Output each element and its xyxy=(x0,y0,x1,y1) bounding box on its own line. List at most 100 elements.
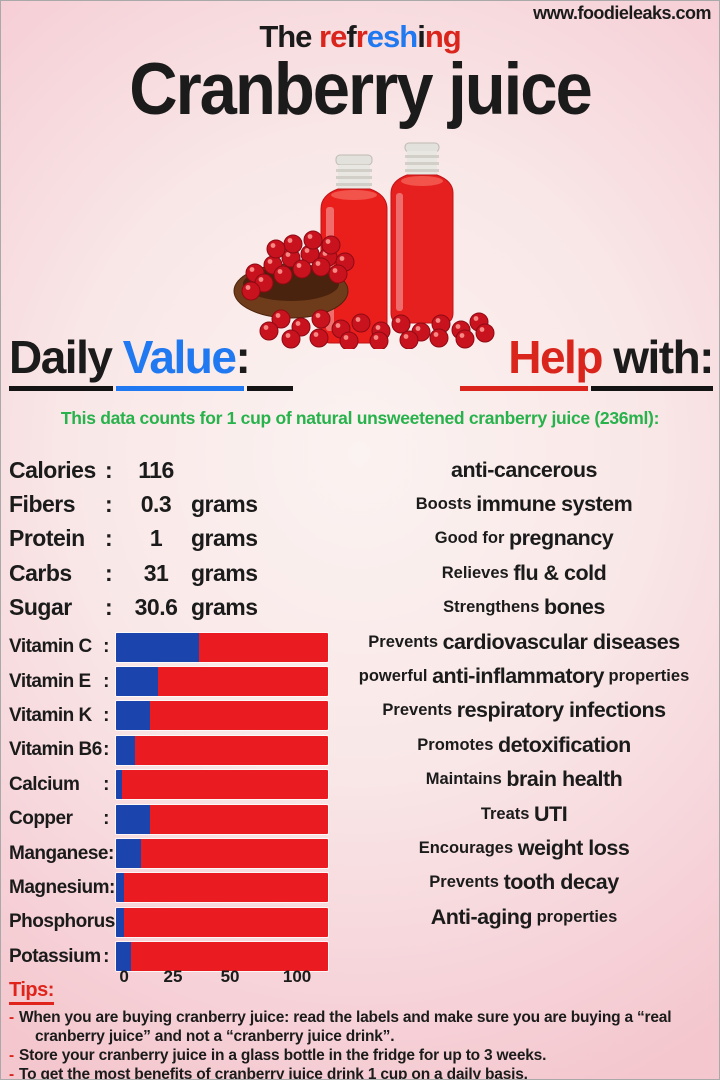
bar-track xyxy=(116,942,328,972)
subtitle-segment: r xyxy=(355,19,368,54)
nutrition-row: Calories:116 xyxy=(9,453,331,487)
tips-title: Tips: xyxy=(9,980,54,1005)
subtitle-segment: ng xyxy=(424,19,462,54)
bar-fill xyxy=(116,735,136,765)
chart-category-name: Magnesium xyxy=(9,876,110,898)
chart-row-label: Manganese: xyxy=(9,843,116,865)
daily-value-colon: : xyxy=(235,331,250,383)
nutrition-row: Fibers:0.3 grams xyxy=(9,487,331,521)
benefit-text: Relieves xyxy=(441,563,514,582)
chart-category-colon: : xyxy=(103,808,109,830)
benefit-text: Prevents xyxy=(429,873,504,892)
benefit-text: Treats xyxy=(480,804,535,823)
help-with-underline xyxy=(460,385,713,391)
chart-row-label: Phosphorus: xyxy=(9,911,121,933)
chart-x-axis: 0 25 50 100 xyxy=(116,967,328,989)
page-title: Cranberry juice xyxy=(129,48,593,131)
tips-items: - When you are buying cranberry juice: re… xyxy=(9,1008,715,1079)
chart-category-name: Manganese xyxy=(9,842,108,864)
axis-tick-label: 50 xyxy=(220,967,240,986)
benefit-item: Encourages weight loss xyxy=(331,831,717,865)
chart-category-name: Copper xyxy=(9,808,73,830)
benefit-text: brain health xyxy=(506,767,623,792)
benefits-list: anti-cancerous Boosts immune system Good f… xyxy=(331,453,717,934)
bar-track xyxy=(116,839,328,869)
nutrition-row: Sugar:30.6 grams xyxy=(9,591,331,625)
benefit-item: Prevents cardiovascular diseases xyxy=(331,625,717,659)
benefit-text: detoxification xyxy=(497,732,631,757)
benefit-text: UTI xyxy=(534,801,568,826)
subtitle-segment: f xyxy=(346,19,356,54)
nutrient-colon: : xyxy=(105,559,113,586)
benefit-text: tooth decay xyxy=(503,870,620,895)
benefit-text: powerful xyxy=(358,667,433,686)
daily-value-underline xyxy=(9,385,293,391)
nutrient-value: 1 xyxy=(149,525,163,552)
tips-section: Tips: - When you are buying cranberry jui… xyxy=(9,980,715,1079)
bar-track xyxy=(116,770,328,800)
benefit-text: Good for xyxy=(434,529,509,548)
bar-fill xyxy=(116,873,125,903)
benefit-item: Promotes detoxification xyxy=(331,728,717,762)
bar-track xyxy=(116,701,328,731)
nutrient-colon: : xyxy=(105,594,113,621)
benefit-text: flu & cold xyxy=(513,560,607,585)
nutrient-value: 0.3 xyxy=(140,491,172,518)
chart-category-name: Vitamin K xyxy=(9,704,92,726)
chart-row-label: Vitamin E: xyxy=(9,671,116,693)
nutrient-value: 30.6 xyxy=(134,594,178,621)
benefit-text: Anti-aging xyxy=(430,904,533,929)
chart-category-colon: : xyxy=(103,773,109,795)
nutrient-label: Carbs xyxy=(9,559,72,586)
chart-row: Vitamin K: xyxy=(9,699,328,733)
benefit-item: Good for pregnancy xyxy=(331,522,717,556)
with-word: with: xyxy=(613,331,714,383)
nutrient-label: Protein xyxy=(9,525,85,552)
benefit-text: anti-inflammatory xyxy=(432,664,604,689)
chart-row-label: Calcium: xyxy=(9,774,116,796)
benefit-text: properties xyxy=(532,907,618,926)
bar-track xyxy=(116,907,328,937)
bar-fill xyxy=(116,701,150,731)
nutrient-colon: : xyxy=(105,491,113,518)
nutrient-unit: grams xyxy=(191,594,258,621)
benefit-text: Prevents xyxy=(368,632,443,651)
benefit-item: Treats UTI xyxy=(331,797,717,831)
chart-row-label: Vitamin C: xyxy=(9,636,116,658)
benefit-item: anti-cancerous xyxy=(331,453,717,487)
chart-category-name: Phosphorus xyxy=(9,911,115,933)
axis-tick-label: 25 xyxy=(163,967,183,986)
benefit-text: Maintains xyxy=(425,770,507,789)
bar-track xyxy=(116,804,328,834)
chart-category-name: Vitamin E xyxy=(9,670,91,692)
nutrient-colon: : xyxy=(105,456,113,483)
benefit-text: immune system xyxy=(476,492,633,517)
nutrient-label: Sugar xyxy=(9,594,72,621)
benefit-text: properties xyxy=(603,667,690,686)
nutrient-label: Calories xyxy=(9,456,96,483)
nutrient-value: 116 xyxy=(138,456,174,483)
chart-row-label: Vitamin B6: xyxy=(9,739,116,761)
axis-tick-label: 0 xyxy=(119,967,129,986)
daily-value-heading: Daily Value: xyxy=(9,331,293,391)
chart-row: Calcium: xyxy=(9,768,328,802)
chart-category-colon: : xyxy=(103,636,109,658)
chart-category-colon: : xyxy=(103,739,109,761)
tip-item: - Store your cranberry juice in a glass b… xyxy=(9,1046,715,1065)
cranberry-juice-photo xyxy=(233,142,495,349)
benefit-item: Prevents tooth decay xyxy=(331,866,717,900)
chart-row-label: Copper: xyxy=(9,808,116,830)
benefit-item: Relieves flu & cold xyxy=(331,556,717,590)
nutrient-value: 31 xyxy=(143,559,169,586)
nutrition-row: Protein: 1 grams xyxy=(9,522,331,556)
bar-fill xyxy=(116,907,125,937)
chart-category-colon: : xyxy=(103,704,109,726)
tip-item: - To get the most benefits of cranberry j… xyxy=(9,1065,715,1079)
axis-tick-label: 100 xyxy=(282,967,312,986)
chart-category-colon: : xyxy=(103,945,109,967)
benefit-text: Strengthens xyxy=(443,598,545,617)
benefit-text: Boosts xyxy=(415,495,477,514)
benefit-item: Strengthens bones xyxy=(331,591,717,625)
chart-category-colon: : xyxy=(107,842,114,864)
benefit-text: pregnancy xyxy=(509,526,614,551)
